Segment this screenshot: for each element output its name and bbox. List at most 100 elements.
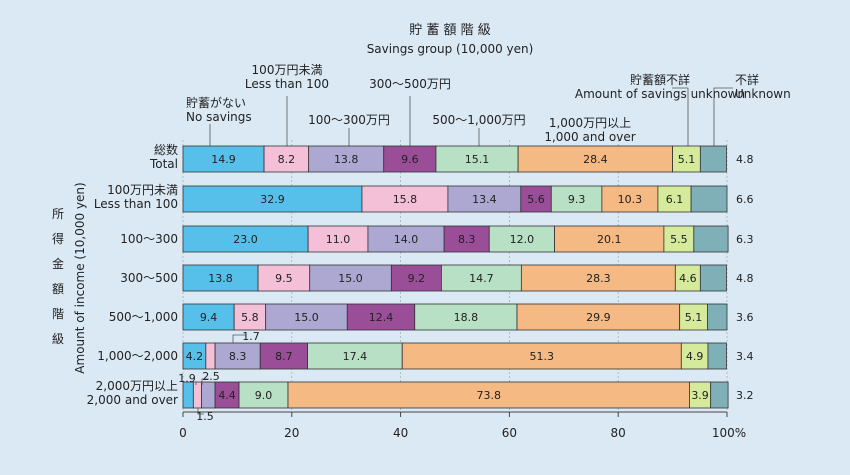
- bar-value-label: 15.1: [465, 153, 490, 166]
- bar-segment: [361, 185, 449, 213]
- bar-segment: [447, 185, 522, 213]
- bar-segment: [390, 264, 442, 292]
- category-label: 2,000万円以上: [96, 379, 178, 393]
- outside-value-label: 3.2: [736, 389, 754, 402]
- bar-segment: [367, 225, 445, 253]
- bar-segment: [307, 342, 403, 370]
- bar-segment: [346, 303, 416, 331]
- bar-value-label: 15.0: [338, 272, 363, 285]
- bar-value-label: 5.1: [685, 311, 703, 324]
- bar-segment: [707, 303, 728, 331]
- category-label: Less than 100: [94, 197, 178, 211]
- bar-value-label: 13.8: [208, 272, 233, 285]
- bar-value-label: 29.9: [586, 311, 611, 324]
- bar-value-label: 3.9: [691, 389, 709, 402]
- bar-segment: [657, 185, 692, 213]
- bar-value-label: 9.2: [408, 272, 426, 285]
- category-label: 2,000 and over: [87, 393, 178, 407]
- bar-value-label: 12.0: [510, 233, 535, 246]
- bar-segment: [680, 342, 709, 370]
- bar-value-label: 5.5: [670, 233, 688, 246]
- bar-value-label: 8.3: [229, 350, 247, 363]
- bar-value-label: 9.6: [401, 153, 419, 166]
- bar-value-label: 8.3: [458, 233, 476, 246]
- bar-value-label: 8.7: [275, 350, 293, 363]
- bar-value-label: 9.5: [275, 272, 293, 285]
- legend-label: 100万円未満: [252, 63, 323, 77]
- bar-segment: [414, 303, 518, 331]
- bar-value-label: 6.1: [666, 193, 684, 206]
- bar-segment: [309, 264, 392, 292]
- chart-title-ja: 貯 蓄 額 階 級: [409, 23, 491, 38]
- bar-value-label: 73.8: [476, 389, 501, 402]
- bar-segment: [520, 185, 552, 213]
- bar-segment: [517, 145, 674, 173]
- bar-segment: [182, 225, 309, 253]
- category-label: 300～500: [120, 271, 178, 285]
- bar-value-label: 10.3: [618, 193, 643, 206]
- bar-value-label: 23.0: [233, 233, 258, 246]
- legend-label: 1,000 and over: [544, 130, 635, 144]
- legend-label: 貯蓄がない: [186, 95, 246, 110]
- bar-value-label: 15.0: [294, 311, 319, 324]
- legend-leader-line: [672, 87, 689, 146]
- y-axis-title-char: 金: [52, 256, 64, 271]
- bar-segment: [263, 145, 310, 173]
- bar-segment: [674, 264, 701, 292]
- bar-segment: [182, 264, 259, 292]
- bar-segment: [308, 145, 385, 173]
- bar-value-label: 11.0: [326, 233, 351, 246]
- y-axis-title-char: 所: [52, 207, 64, 221]
- category-label: 総数: [154, 142, 178, 157]
- legend-label: 300～500万円: [369, 77, 451, 91]
- x-tick-label: 60: [502, 426, 517, 440]
- bar-value-label: 13.8: [334, 153, 359, 166]
- bar-segment: [440, 264, 522, 292]
- bar-segment: [699, 145, 727, 173]
- callout-leader-line: [197, 408, 204, 415]
- bar-segment: [192, 381, 202, 409]
- callout-label: 2.5: [202, 370, 220, 383]
- x-tick-label: 100%: [712, 426, 746, 440]
- bar-value-label: 5.8: [241, 311, 259, 324]
- bars: 14.9 8.2 13.8 9.6 15.1 28.4 5.1 4.8 32.9 15.8 13.4…: [182, 145, 754, 409]
- callout-leader-line: [188, 381, 197, 385]
- legend-label: 100～300万円: [308, 113, 390, 127]
- category-label: 500～1,000: [109, 310, 178, 324]
- bar-value-label: 9.3: [568, 193, 586, 206]
- x-axis: 0 20 40 60 80 100%: [179, 411, 746, 440]
- bar-value-label: 9.0: [255, 389, 273, 402]
- bar-segment: [516, 303, 681, 331]
- bar-segment: [443, 225, 490, 253]
- bar-value-label: 4.2: [186, 350, 204, 363]
- bar-value-label: 20.1: [597, 233, 622, 246]
- bar-value-label: 13.4: [472, 193, 497, 206]
- y-axis-title-char: 得: [52, 231, 64, 246]
- outside-value-label: 4.8: [736, 272, 754, 285]
- bar-value-label: 32.9: [260, 193, 285, 206]
- bar-segment: [182, 381, 194, 409]
- callout-label: 1.7: [242, 330, 260, 343]
- bar-segment: [690, 185, 728, 213]
- bar-value-label: 15.8: [393, 193, 418, 206]
- legend-label: No savings: [186, 110, 252, 124]
- bar-segment: [672, 145, 701, 173]
- callout-label: 1.5: [196, 410, 214, 423]
- bar-segment: [679, 303, 708, 331]
- bar-segment: [307, 225, 369, 253]
- chart-title-en: Savings group (10,000 yen): [367, 42, 534, 56]
- bar-value-label: 14.9: [211, 153, 236, 166]
- x-tick-label: 80: [611, 426, 626, 440]
- legend-label: Less than 100: [245, 77, 329, 91]
- y-axis-title-char: 級: [52, 332, 64, 346]
- bar-value-label: 14.7: [469, 272, 494, 285]
- bar-segment: [201, 381, 216, 409]
- bar-segment: [710, 381, 729, 409]
- bar-segment: [205, 342, 216, 370]
- bar-segment: [601, 185, 659, 213]
- category-label: 1,000～2,000: [97, 349, 178, 363]
- y-axis-title-char: 額: [52, 282, 64, 296]
